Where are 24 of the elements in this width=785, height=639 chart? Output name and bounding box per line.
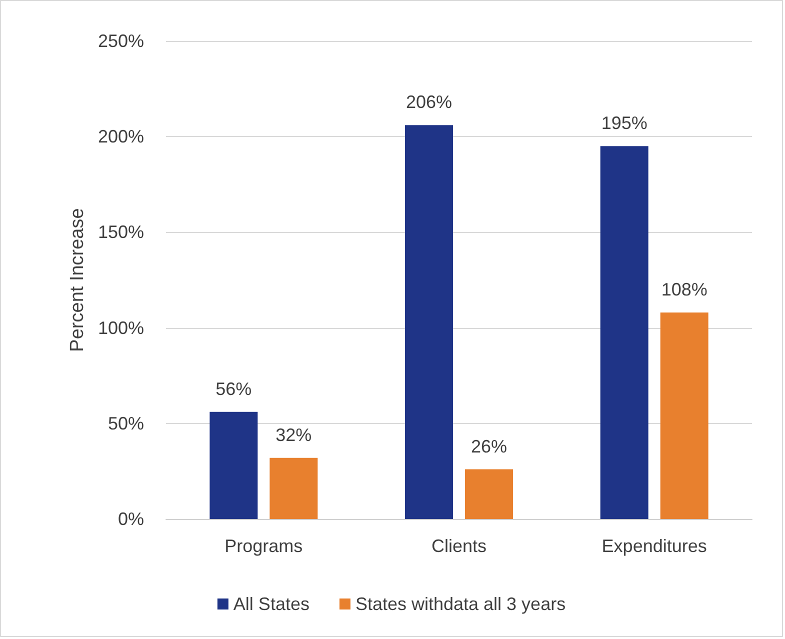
legend-label: All States <box>233 594 310 614</box>
x-tick-label: Clients <box>431 536 487 556</box>
legend-label: States withdata all 3 years <box>355 594 566 614</box>
data-label: 32% <box>276 424 312 445</box>
y-tick-label: 150% <box>98 222 144 242</box>
x-tick-label: Programs <box>224 536 303 556</box>
data-label: 56% <box>216 378 252 399</box>
bar <box>405 125 453 519</box>
y-tick-label: 100% <box>98 318 144 338</box>
bar <box>600 146 648 519</box>
bar <box>465 469 513 519</box>
data-label: 206% <box>406 92 452 112</box>
bar <box>660 312 708 519</box>
y-tick-label: 0% <box>118 509 144 529</box>
y-tick-label: 200% <box>98 126 144 147</box>
y-axis-title: Percent Increase <box>67 208 88 352</box>
bar <box>210 412 258 519</box>
data-label: 26% <box>470 436 508 456</box>
x-tick-label: Expenditures <box>602 536 707 556</box>
data-label: 108% <box>661 280 708 300</box>
y-tick-label: 250% <box>98 31 144 51</box>
data-label: 195% <box>601 113 648 134</box>
bar <box>270 458 318 519</box>
y-tick-label: 50% <box>108 413 144 434</box>
